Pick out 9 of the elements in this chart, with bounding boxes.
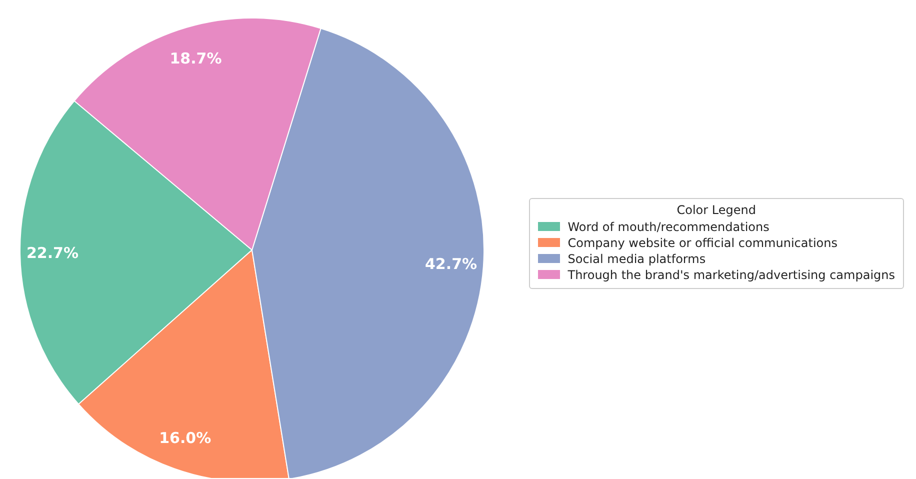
data-label: 22.7% [26, 244, 79, 262]
legend-title: Color Legend [676, 202, 757, 216]
data-label: 18.7% [170, 50, 222, 68]
data-label: 42.7% [425, 255, 478, 274]
legend-label: Through the brand's marketing/advertising campaigns [568, 268, 895, 282]
data-label: 16.0% [159, 428, 212, 447]
legend-label: Social media platforms [568, 252, 706, 266]
legend-label: Company website or official communications [568, 236, 838, 250]
legend-label: Word of mouth/recommendations [568, 220, 770, 234]
